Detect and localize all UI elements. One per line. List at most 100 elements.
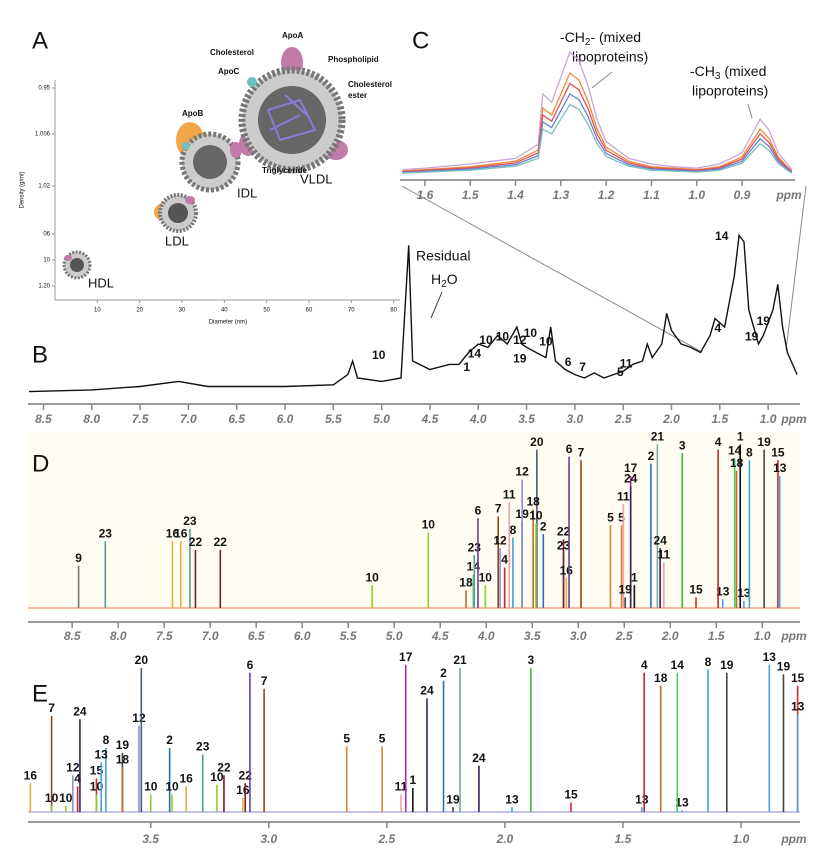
peak-label: 1 xyxy=(409,773,416,787)
x-tick-label: 10 xyxy=(94,308,101,314)
x-tick-label: 6.0 xyxy=(294,629,311,643)
peak-label: 16 xyxy=(166,526,180,540)
peak-label: 12 xyxy=(493,533,507,547)
peak-label: 10 xyxy=(479,570,493,584)
peak-label: 14 xyxy=(468,346,482,360)
x-tick-label: 70 xyxy=(348,308,355,314)
x-tick-label: 20 xyxy=(136,308,143,314)
x-tick-label: 1.6 xyxy=(417,188,434,202)
annotation-pointer xyxy=(591,71,613,89)
peak-label: 1 xyxy=(463,360,470,374)
x-tick-label: 5.0 xyxy=(373,412,390,426)
spectrum-line xyxy=(402,50,793,171)
peak-label: 19 xyxy=(116,738,130,752)
peak-label: 23 xyxy=(99,526,113,540)
x-tick-label: 40 xyxy=(221,308,228,314)
peak-label: 8 xyxy=(510,523,517,537)
peak-label: 10 xyxy=(524,326,538,340)
peak-label: 16 xyxy=(174,526,188,540)
x-tick-label: 5.5 xyxy=(340,629,357,643)
x-tick-label: 3.0 xyxy=(567,412,584,426)
annotation: -CH3 (mixed xyxy=(690,63,766,82)
peak-label: 4 xyxy=(501,553,508,567)
x-tick-label: 4.0 xyxy=(469,412,487,426)
peak-label: 19 xyxy=(757,435,771,449)
peak-label: 11 xyxy=(657,547,670,561)
spectrum-line xyxy=(402,71,793,172)
peak-label: 21 xyxy=(651,429,665,443)
x-tick-label: 6.5 xyxy=(248,629,265,643)
peak-label: 10 xyxy=(365,570,379,584)
x-tick-label: 60 xyxy=(306,308,313,314)
peak-label: 5 xyxy=(617,365,624,379)
x-tick-label: 2.0 xyxy=(662,412,680,426)
peak-label: 7 xyxy=(48,701,55,715)
x-tick-label: 2.5 xyxy=(614,412,632,426)
peak-label: 18 xyxy=(654,671,668,685)
x-tick-label: 6.5 xyxy=(228,412,245,426)
peak-label: 15 xyxy=(564,788,578,802)
x-tick-label: 1.2 xyxy=(598,188,615,202)
x-tick-label: 30 xyxy=(179,308,186,314)
x-tick-label: 1.4 xyxy=(507,188,524,202)
x-tick-label: 2.0 xyxy=(496,832,514,846)
peak-label: 19 xyxy=(720,658,734,672)
peak-label: 10 xyxy=(165,780,179,794)
x-tick-label: 3.5 xyxy=(518,412,535,426)
x-tick-label: 3.5 xyxy=(524,629,541,643)
peak-label: 5 xyxy=(607,510,614,524)
spectrum-line xyxy=(402,82,793,173)
peak-label: 2 xyxy=(540,519,547,533)
spectrum-line xyxy=(402,93,793,174)
peak-label: 22 xyxy=(189,535,203,549)
peak-label: 12 xyxy=(66,760,80,774)
vldl-particle xyxy=(238,47,348,174)
x-tick-label: 8.5 xyxy=(64,629,81,643)
x-tick-label: 4.5 xyxy=(421,412,439,426)
panel-d-background xyxy=(28,432,800,612)
spectrum-line xyxy=(28,233,798,393)
panel-letter: A xyxy=(32,27,48,54)
peak-label: 24 xyxy=(653,533,667,547)
y-tick-label: 1.02 xyxy=(38,184,50,190)
peak-label: 17 xyxy=(399,650,413,664)
peak-label: 11 xyxy=(395,780,408,794)
peak-label: 6 xyxy=(475,503,482,517)
annotation-pointer xyxy=(430,291,443,319)
particle-label: VLDL xyxy=(300,171,333,186)
peak-label: 20 xyxy=(135,653,149,667)
particle-label: HDL xyxy=(88,275,114,290)
peak-label: 6 xyxy=(566,442,573,456)
x-tick-label: 2.5 xyxy=(378,832,396,846)
x-tick-label: 5.5 xyxy=(325,412,342,426)
x-tick-label: 3.0 xyxy=(260,832,277,846)
x-tick-label: 3.5 xyxy=(142,832,159,846)
peak-label: 1 xyxy=(631,570,638,584)
peak-label: 13 xyxy=(773,461,787,475)
x-tick-label: 80 xyxy=(390,308,397,314)
peak-label: 4 xyxy=(715,435,722,449)
x-tick-label: 8.0 xyxy=(83,412,100,426)
x-tick-label: 7.0 xyxy=(180,412,197,426)
y-tick-label: 06 xyxy=(43,232,50,238)
component-label: ApoA xyxy=(282,31,304,40)
peak-label: 13 xyxy=(763,650,777,664)
peak-label: 19 xyxy=(513,351,527,365)
annotation: -CH2- (mixed xyxy=(560,29,641,48)
peak-label: 13 xyxy=(95,748,109,762)
peak-label: 5 xyxy=(618,510,625,524)
peak-label: 16 xyxy=(560,563,574,577)
component-label: Cholesterol xyxy=(348,80,392,89)
peak-label: 18 xyxy=(116,752,130,766)
peak-label: 11 xyxy=(617,489,630,503)
zoom-connector xyxy=(401,185,703,353)
peak-label: 10 xyxy=(479,333,493,347)
peak-label: 3 xyxy=(528,653,535,667)
peak-label: 16 xyxy=(179,772,193,786)
peak-label: 19 xyxy=(745,329,759,343)
x-axis-label: Diameter (nm) xyxy=(209,320,247,326)
y-tick-label: 10 xyxy=(43,258,50,264)
peak-label: 16 xyxy=(24,768,38,782)
peak-label: 13 xyxy=(716,584,730,598)
